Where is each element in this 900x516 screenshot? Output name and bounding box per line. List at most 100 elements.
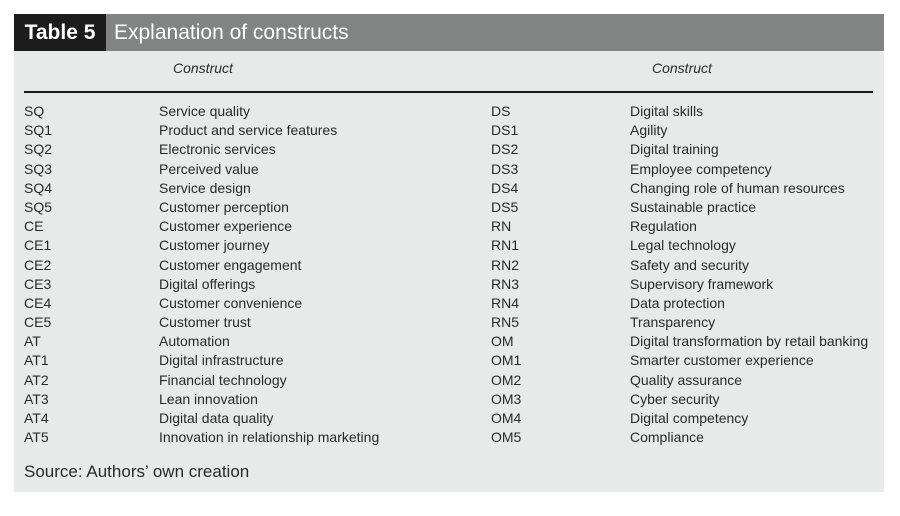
construct-name-left: Automation [159,333,230,350]
construct-code-right: OM4 [491,410,522,426]
construct-name-right: Smarter customer experience [630,352,814,369]
construct-name-right: Supervisory framework [630,275,774,292]
construct-name-left: Customer trust [159,314,251,331]
construct-code-right: RN5 [491,314,520,331]
construct-name-right: Digital training [630,141,719,158]
construct-code-left: SQ3 [24,160,53,177]
construct-code-right: RN1 [491,237,520,254]
header-rule [24,91,873,93]
construct-code-right: RN [491,218,512,235]
construct-name-right: Digital competency [630,410,749,426]
construct-code-right: OM [491,333,514,350]
construct-code-left: AT5 [24,429,49,446]
construct-code-left: SQ4 [24,179,53,196]
table-row: CE4 Customer convenience RN4 Data protectio… [14,294,884,313]
construct-code-right: OM3 [491,390,522,407]
construct-code-left: CE2 [24,256,52,273]
construct-code-left: SQ1 [24,122,53,139]
construct-code-right: RN4 [491,294,520,311]
construct-name-right: Compliance [630,429,704,446]
table-row: AT3 Lean innovation OM3 Cyber security [14,390,884,409]
construct-name-right: Agility [630,122,668,139]
construct-name-left: Electronic services [159,141,276,158]
source-text: Authors’ own creation [86,462,250,481]
table-row: AT Automation OM Digital transformation by … [14,332,884,351]
table-row: AT5 Innovation in relationship marketing O… [14,428,884,447]
construct-code-right: DS1 [491,122,519,139]
table-row: CE5 Customer trust RN5 Transparency [14,313,884,332]
construct-name-left: Product and service features [159,122,338,139]
construct-code-right: DS2 [491,141,519,158]
construct-name-right: Legal technology [630,237,736,254]
construct-code-left: SQ2 [24,141,53,158]
construct-code-left: AT2 [24,371,49,388]
construct-code-left: CE1 [24,237,52,254]
table-title: Explanation of constructs [114,21,349,44]
table-body: SQ Service quality DS Digital skills SQ1 Prod… [14,102,884,447]
construct-name-right: Regulation [630,218,697,235]
construct-code-right: DS3 [491,160,519,177]
construct-name-right: Data protection [630,294,725,311]
construct-name-left: Digital offerings [159,275,256,292]
construct-name-left: Customer experience [159,218,293,235]
table-row: SQ4 Service design DS4 Changing role of hum… [14,179,884,198]
construct-name-right: Sustainable practice [630,198,757,215]
construct-code-left: AT1 [24,352,49,369]
construct-name-left: Service design [159,179,251,196]
construct-name-left: Customer perception [159,198,289,215]
table-row: CE Customer experience RN Regulation [14,217,884,236]
table-row: SQ3 Perceived value DS3 Employee competency [14,160,884,179]
table-row: AT4 Digital data quality OM4 Digital compet… [14,409,884,428]
construct-name-left: Digital data quality [159,410,274,426]
construct-name-left: Customer journey [159,237,270,254]
construct-code-right: RN2 [491,256,520,273]
table-row: CE2 Customer engagement RN2 Safety and secu… [14,256,884,275]
table-row: AT1 Digital infrastructure OM1 Smarter cust… [14,351,884,370]
table-row: CE1 Customer journey RN1 Legal technology [14,236,884,255]
construct-name-right: Employee competency [630,160,772,177]
construct-code-left: CE4 [24,294,52,311]
construct-code-right: OM1 [491,352,522,369]
construct-code-left: SQ [24,103,45,119]
construct-name-left: Service quality [159,103,251,119]
construct-name-right: Changing role of human resources [630,179,845,196]
table-row: SQ5 Customer perception DS5 Sustainable pra… [14,198,884,217]
construct-name-right: Digital transformation by retail banking [630,333,869,350]
construct-name-left: Lean innovation [159,390,258,407]
construct-code-right: DS4 [491,179,519,196]
table-number-label: Table 5 [14,14,106,51]
column-header-right: Construct [652,60,712,76]
construct-code-left: SQ5 [24,198,53,215]
source-label: Source: [24,462,83,481]
construct-code-left: CE5 [24,314,52,331]
construct-name-right: Quality assurance [630,371,743,388]
construct-name-left: Customer engagement [159,256,302,273]
construct-code-right: DS [491,103,511,119]
construct-name-left: Customer convenience [159,294,303,311]
table-title-bar: Table 5 Explanation of constructs [14,14,884,51]
construct-code-right: RN3 [491,275,520,292]
column-header-left: Construct [173,60,233,76]
construct-code-left: CE [24,218,44,235]
construct-code-right: DS5 [491,198,519,215]
construct-code-right: OM2 [491,371,522,388]
construct-name-right: Safety and security [630,256,750,273]
construct-name-left: Innovation in relationship marketing [159,429,380,446]
table-row: SQ2 Electronic services DS2 Digital trainin… [14,140,884,159]
construct-name-right: Digital skills [630,103,704,119]
construct-name-left: Perceived value [159,160,259,177]
construct-name-left: Digital infrastructure [159,352,284,369]
source-line: Source: Authors’ own creation [24,462,249,482]
table-panel: Table 5 Explanation of constructs Constr… [14,14,884,492]
table-row: SQ Service quality DS Digital skills [14,102,884,121]
construct-code-left: AT4 [24,410,49,426]
construct-name-right: Cyber security [630,390,720,407]
table-row: SQ1 Product and service features DS1 Agilit… [14,121,884,140]
construct-code-left: CE3 [24,275,52,292]
construct-name-right: Transparency [630,314,716,331]
construct-code-left: AT [24,333,41,350]
construct-code-right: OM5 [491,429,522,446]
construct-name-left: Financial technology [159,371,287,388]
table-row: AT2 Financial technology OM2 Quality assura… [14,371,884,390]
table-row: CE3 Digital offerings RN3 Supervisory frame… [14,275,884,294]
